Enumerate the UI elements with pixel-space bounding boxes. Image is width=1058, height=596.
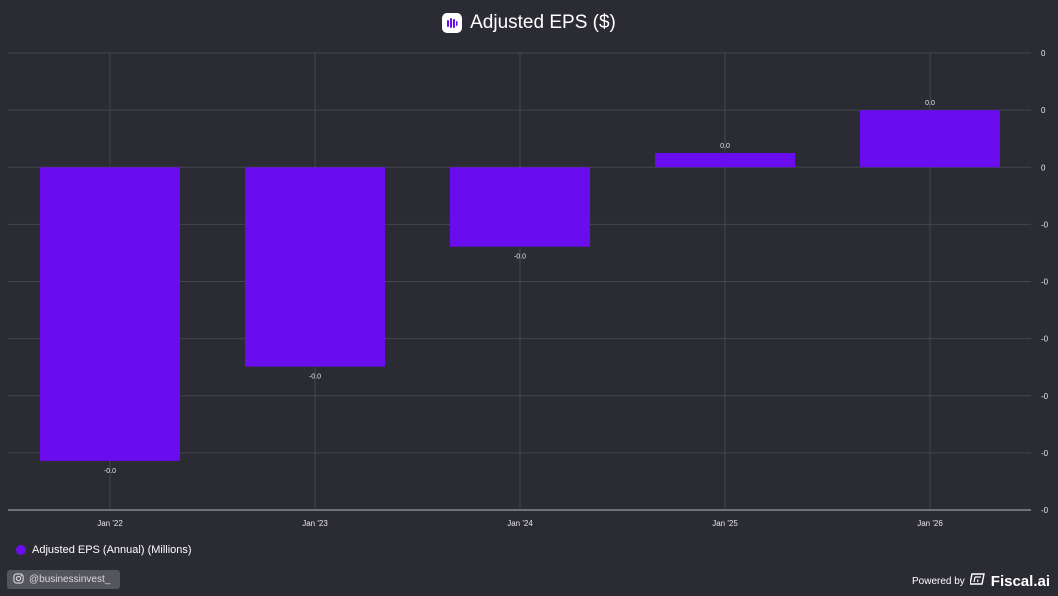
y-tick-label: -0 [1041,278,1049,287]
chart-logo-icon [442,13,463,33]
chart-title-area: Adjusted EPS ($) [0,12,1058,34]
x-tick-label: Jan '23 [302,519,328,528]
bar [40,167,180,461]
bar [245,167,385,367]
x-tick-label: Jan '25 [712,519,738,528]
y-tick-label: 0 [1041,163,1046,172]
x-tick-label: Jan '26 [917,519,943,528]
y-tick-label: 0 [1041,106,1046,115]
bar [655,152,795,168]
x-tick-label: Jan '24 [507,519,533,528]
legend-swatch [16,545,26,555]
y-tick-label: -0 [1041,449,1049,458]
social-handle-text: @businessinvest_ [29,574,111,585]
fiscal-logo-icon [968,572,986,591]
y-tick-label: -0 [1041,335,1049,344]
bar [860,110,1000,168]
y-tick-label: -0 [1041,506,1049,515]
data-label: 0.0 [925,100,935,107]
social-handle-badge[interactable]: @businessinvest_ [7,570,121,589]
y-tick-label: -0 [1041,392,1049,401]
data-label: 0.0 [720,143,730,150]
data-label: -0.0 [104,468,116,475]
data-label: -0.0 [514,254,526,261]
y-tick-label: -0 [1041,220,1049,229]
bar [450,167,590,247]
instagram-icon [13,572,24,587]
x-tick-label: Jan '22 [97,519,123,528]
chart-title: Adjusted EPS ($) [470,12,616,33]
legend-label: Adjusted EPS (Annual) (Millions) [32,544,192,556]
brand-name: Fiscal.ai [990,573,1050,590]
data-label: -0.0 [309,374,321,381]
powered-by-label: Powered by [911,576,965,587]
chart-legend[interactable]: Adjusted EPS (Annual) (Millions) [16,544,192,556]
y-tick-label: 0 [1041,49,1046,58]
powered-by[interactable]: Powered by Fiscal.ai [912,572,1050,591]
